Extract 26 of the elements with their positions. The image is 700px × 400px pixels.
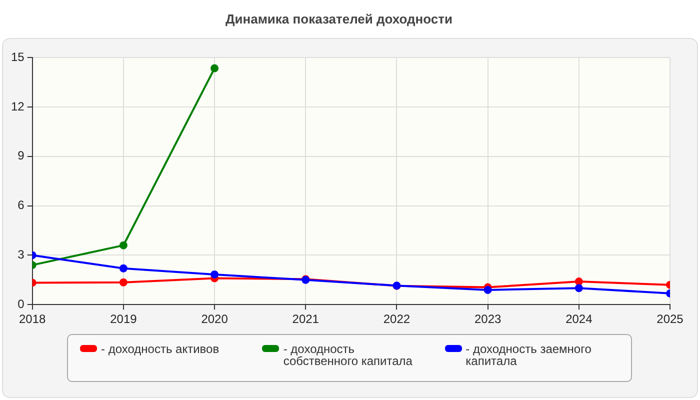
chart-title: Динамика показателей доходности bbox=[225, 11, 453, 26]
point bbox=[574, 278, 583, 286]
point bbox=[119, 278, 128, 286]
x-tick-label: 2022 bbox=[383, 312, 410, 326]
legend-label: - доходность собственного капитала bbox=[283, 342, 414, 368]
point bbox=[210, 64, 219, 72]
x-tick-label: 2020 bbox=[201, 312, 228, 326]
x-tick-label: 2018 bbox=[18, 312, 46, 326]
point bbox=[484, 286, 492, 294]
x-tick-label: 2019 bbox=[110, 312, 138, 326]
legend-label: - доходность заемного капитала bbox=[466, 342, 592, 368]
x-tick-label: 2021 bbox=[292, 312, 320, 326]
x-tick-label: 2024 bbox=[566, 312, 593, 326]
y-tick-label: 6 bbox=[18, 198, 25, 212]
y-tick-label: 15 bbox=[10, 50, 25, 64]
y-tick-label: 12 bbox=[10, 99, 25, 114]
point bbox=[119, 241, 128, 250]
legend-label: - доходность активов bbox=[101, 342, 220, 356]
y-tick-label: 9 bbox=[18, 148, 25, 163]
point bbox=[119, 264, 128, 272]
point bbox=[574, 284, 583, 292]
x-tick-label: 2023 bbox=[474, 312, 502, 326]
y-tick-label: 0 bbox=[18, 296, 25, 311]
point bbox=[210, 270, 219, 278]
y-tick-label: 3 bbox=[18, 248, 25, 262]
x-tick-label: 2025 bbox=[656, 312, 684, 326]
